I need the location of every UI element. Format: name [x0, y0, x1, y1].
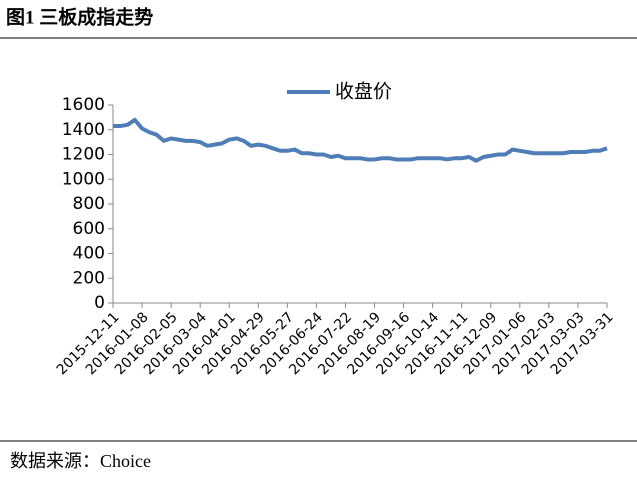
y-tick-label: 800 [73, 194, 105, 214]
y-tick-label: 200 [73, 268, 105, 288]
y-tick-label: 1000 [62, 169, 105, 189]
y-tick-label: 1200 [62, 145, 105, 165]
legend-label: 收盘价 [335, 81, 392, 103]
source-note: 数据来源：Choice [10, 451, 151, 471]
series-line [113, 117, 608, 163]
chart-title: 图1 三板成指走势 [6, 5, 153, 28]
y-tick-label: 0 [94, 293, 105, 313]
y-tick-label: 600 [73, 219, 105, 239]
y-tick-label: 400 [73, 244, 105, 264]
y-tick-label: 1600 [62, 95, 105, 115]
y-tick-label: 1400 [62, 120, 105, 140]
